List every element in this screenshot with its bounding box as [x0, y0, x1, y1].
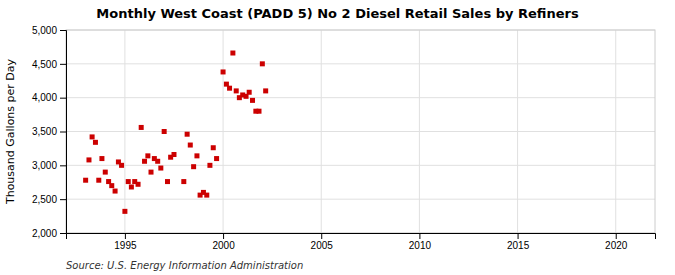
tick-label: 2000 [212, 240, 235, 251]
point [155, 159, 160, 164]
point [260, 61, 265, 66]
plot: 1995 2000 2005 2010 2015 2020 2,000 2,500 3,000 3… [32, 25, 656, 251]
points [83, 51, 268, 214]
tick: 3,500 [32, 126, 66, 137]
tick-mark [616, 233, 617, 239]
title: Monthly West Coast (PADD 5) No 2 Diesel … [96, 6, 579, 21]
point [103, 170, 108, 175]
tick-label: 4,500 [32, 59, 57, 70]
tick: 2,500 [32, 194, 66, 205]
tick-label: 2010 [409, 240, 432, 251]
point [250, 98, 255, 103]
tick-mark [60, 98, 66, 99]
tick-label: 5,000 [32, 25, 57, 36]
point [181, 179, 186, 184]
tick: 2,000 [32, 228, 66, 239]
point [90, 134, 95, 139]
tick-mark [60, 233, 66, 234]
x-axis: 1995 2000 2005 2010 2015 2020 [67, 233, 656, 251]
point [185, 132, 190, 137]
tick-mark [60, 132, 66, 133]
tick: 4,500 [32, 59, 66, 70]
point [211, 145, 216, 150]
tick-label: 4,000 [32, 92, 57, 103]
point [83, 178, 88, 183]
tick-label: 3,000 [32, 160, 57, 171]
point [207, 163, 212, 168]
tick: 3,000 [32, 160, 66, 171]
grid-line [66, 199, 655, 200]
tick-label: 2,000 [32, 228, 57, 239]
point [145, 153, 150, 158]
tick: 2005 [311, 233, 334, 251]
tick-label: 2020 [605, 240, 628, 251]
tick-label: 2005 [311, 240, 334, 251]
point [171, 152, 176, 157]
tick-label: 1995 [114, 240, 137, 251]
point [99, 156, 104, 161]
point [126, 179, 131, 184]
tick-label: 2015 [507, 240, 530, 251]
axis-line [67, 234, 656, 240]
point [119, 163, 124, 168]
point [113, 189, 118, 194]
tick-label: 3,500 [32, 126, 57, 137]
point [256, 109, 261, 114]
point [263, 88, 268, 93]
tick-mark [518, 233, 519, 239]
point [230, 51, 235, 56]
tick-mark [223, 233, 224, 239]
grid-line [66, 131, 655, 132]
point [221, 69, 226, 74]
point [191, 164, 196, 169]
point [86, 157, 91, 162]
plot-frame [66, 30, 655, 233]
point [194, 153, 199, 158]
point [136, 182, 141, 187]
point [162, 129, 167, 134]
point [247, 90, 252, 95]
grid-line [66, 97, 655, 98]
point [129, 184, 134, 189]
point [214, 156, 219, 161]
tick: 1995 [114, 233, 137, 251]
tick: 2020 [605, 233, 628, 251]
y-axis: 2,000 2,500 3,000 3,500 4,000 4,500 5,000 [32, 25, 67, 239]
tick-mark [60, 30, 66, 31]
point [93, 140, 98, 145]
tick-mark [321, 233, 322, 239]
tick: 2010 [409, 233, 432, 251]
chart: 1995 2000 2005 2010 2015 2020 2,000 2,500 3,000 3… [0, 0, 675, 275]
grid [66, 30, 655, 233]
tick: 2000 [212, 233, 235, 251]
point [165, 179, 170, 184]
point [234, 88, 239, 93]
tick: 5,000 [32, 25, 66, 36]
tick-mark [60, 199, 66, 200]
source-note: Source: U.S. Energy Information Administ… [66, 260, 303, 271]
tick: 2015 [507, 233, 530, 251]
point [109, 183, 114, 188]
tick-mark [60, 165, 66, 166]
point [139, 125, 144, 130]
tick-mark [60, 64, 66, 65]
point [122, 209, 127, 214]
point [158, 166, 163, 171]
axis-line [60, 31, 67, 234]
y-axis-label: Thousand Gallons per Day [4, 58, 17, 205]
tick-mark [125, 233, 126, 239]
grid-line [66, 63, 655, 64]
tick-mark [419, 233, 420, 239]
tick-label: 2,500 [32, 194, 57, 205]
grid-line [66, 165, 655, 166]
point [142, 159, 147, 164]
point [227, 86, 232, 91]
tick: 4,000 [32, 92, 66, 103]
point [204, 193, 209, 198]
point [188, 143, 193, 148]
point [96, 178, 101, 183]
point [149, 170, 154, 175]
